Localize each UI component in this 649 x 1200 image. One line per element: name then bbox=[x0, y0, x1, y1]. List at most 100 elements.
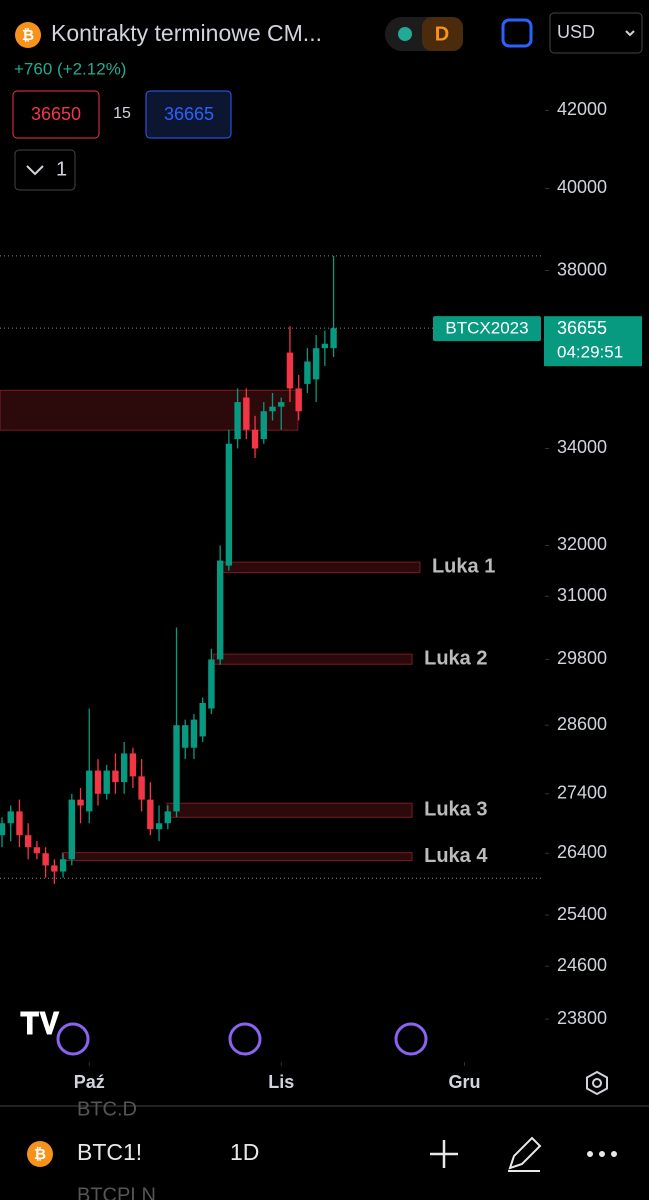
candle-body bbox=[24, 835, 32, 848]
currency-select[interactable] bbox=[549, 12, 643, 54]
candle-body bbox=[243, 397, 250, 430]
hidden-symbol: BTCPLN bbox=[77, 1184, 156, 1200]
candle-body bbox=[321, 343, 329, 349]
candle-body bbox=[59, 859, 67, 872]
fullscreen-icon[interactable] bbox=[501, 18, 533, 48]
candle-body bbox=[234, 402, 241, 440]
candle-body bbox=[42, 853, 49, 866]
candle-body bbox=[312, 348, 320, 380]
btc-glyph: ₿ bbox=[22, 27, 34, 44]
y-tick-label: 40000 bbox=[557, 177, 607, 197]
y-tick-label: 31000 bbox=[557, 585, 607, 605]
candle-body bbox=[190, 719, 198, 748]
bid: 36650 bbox=[31, 104, 81, 124]
candle-body bbox=[147, 799, 154, 830]
gap-label: Luka 1 bbox=[432, 556, 495, 578]
candle-body bbox=[216, 560, 224, 660]
y-tick-label: 29800 bbox=[557, 648, 607, 668]
indicator-count: 1 bbox=[56, 158, 67, 180]
settings-icon[interactable] bbox=[586, 1070, 608, 1096]
y-tick-label: 24600 bbox=[557, 955, 607, 975]
replay-icon[interactable] bbox=[228, 1022, 262, 1056]
candle-body bbox=[304, 361, 311, 384]
chevron bbox=[625, 30, 635, 37]
replay-icon[interactable] bbox=[56, 1022, 90, 1056]
indicators-toggle[interactable] bbox=[14, 149, 76, 191]
candle-body bbox=[225, 443, 233, 566]
candle-body bbox=[51, 865, 58, 872]
gap-zone bbox=[61, 852, 413, 862]
bottom-symbol[interactable]: BTC1! bbox=[77, 1139, 142, 1165]
spread: 15 bbox=[113, 105, 131, 122]
y-tick-label: 32000 bbox=[557, 534, 607, 554]
y-tick-label: 25400 bbox=[557, 904, 607, 924]
gap-label: Luka 4 bbox=[424, 845, 488, 867]
gap-zone bbox=[212, 653, 413, 665]
sell-button[interactable] bbox=[12, 90, 100, 139]
candle-body bbox=[103, 770, 110, 794]
ask: 36665 bbox=[164, 104, 214, 124]
y-tick-label: 34000 bbox=[557, 437, 607, 457]
btc-icon bbox=[27, 1141, 53, 1167]
gap-zone bbox=[0, 389, 299, 431]
y-tick-label: 42000 bbox=[557, 99, 607, 119]
candle-body bbox=[208, 659, 215, 709]
tv-logo: 𝐓𝐕 bbox=[20, 1008, 60, 1041]
candle-body bbox=[199, 702, 206, 737]
buy-button[interactable] bbox=[145, 90, 232, 139]
candle-body bbox=[260, 411, 267, 440]
candle-body bbox=[77, 799, 84, 806]
gap-label: Luka 3 bbox=[424, 799, 487, 821]
y-tick-label: 26400 bbox=[557, 842, 607, 862]
x-tick-label: Gru bbox=[448, 1072, 480, 1092]
gap-label: Luka 2 bbox=[424, 647, 487, 669]
currency: USD bbox=[557, 22, 595, 42]
add-icon[interactable] bbox=[430, 1140, 458, 1168]
draw-icon[interactable] bbox=[508, 1136, 542, 1172]
candle-body bbox=[16, 811, 23, 836]
candle-body bbox=[155, 823, 163, 830]
candle-body bbox=[138, 776, 145, 800]
candle-body bbox=[295, 388, 302, 412]
symbol-tag-box bbox=[433, 316, 541, 342]
y-tick-label: 27400 bbox=[557, 783, 607, 803]
btc-glyph: ₿ bbox=[34, 1146, 46, 1163]
candle-body bbox=[164, 811, 171, 824]
chevron bbox=[26, 165, 44, 176]
candle-body bbox=[112, 770, 119, 783]
y-tick-label: 23800 bbox=[557, 1008, 607, 1028]
candle-body bbox=[94, 770, 102, 794]
candle-body bbox=[286, 352, 294, 389]
replay-icons bbox=[56, 1022, 428, 1056]
candle-body bbox=[251, 429, 259, 449]
interval[interactable]: 1D bbox=[230, 1139, 259, 1165]
y-tick-label: 28600 bbox=[557, 714, 607, 734]
candle-body bbox=[269, 406, 276, 412]
candle-body bbox=[173, 725, 180, 812]
gap-zone bbox=[166, 802, 413, 818]
symbol-title[interactable]: Kontrakty terminowe CM... bbox=[51, 20, 322, 46]
more-icon[interactable] bbox=[587, 1151, 617, 1157]
candle-body bbox=[278, 402, 285, 407]
x-tick-label: Lis bbox=[268, 1072, 294, 1092]
candle-body bbox=[182, 725, 189, 748]
candle-body bbox=[0, 823, 6, 836]
symbol-tag: BTCX2023 bbox=[445, 319, 528, 338]
countdown: 04:29:51 bbox=[557, 343, 623, 362]
y-tick-label: 38000 bbox=[557, 259, 607, 279]
x-tick-label: Paź bbox=[74, 1072, 105, 1092]
candle-body bbox=[86, 770, 93, 812]
candle-body bbox=[33, 847, 41, 854]
btc-icon bbox=[15, 22, 41, 48]
candle-body bbox=[330, 328, 337, 349]
candle-body bbox=[120, 753, 128, 783]
gap-zone bbox=[221, 561, 421, 574]
candle-body bbox=[68, 799, 76, 860]
price-change: +760 (+2.12%) bbox=[14, 59, 126, 78]
candle-body bbox=[7, 811, 14, 824]
replay-icon[interactable] bbox=[394, 1022, 428, 1056]
last-price: 36655 bbox=[557, 318, 607, 338]
